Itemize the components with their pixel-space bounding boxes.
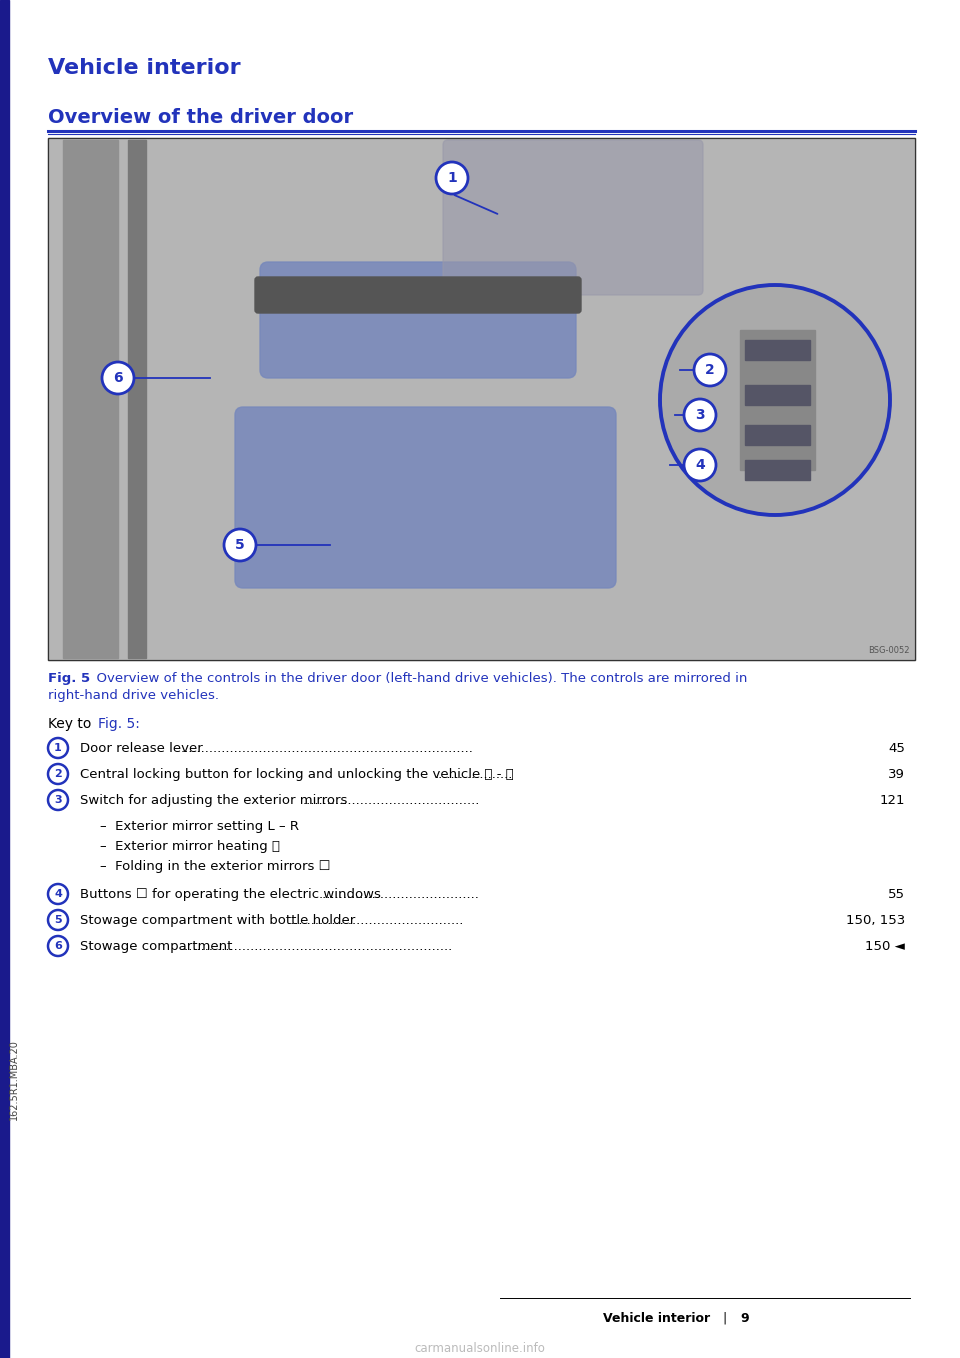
Text: Stowage compartment: Stowage compartment [80,940,232,953]
Text: 2: 2 [54,769,61,779]
Text: 3: 3 [54,794,61,805]
Text: 55: 55 [888,888,905,900]
FancyBboxPatch shape [235,407,616,588]
Text: Switch for adjusting the exterior mirrors: Switch for adjusting the exterior mirror… [80,794,351,807]
Bar [0,0,9,1358]
Text: 1: 1 [54,743,61,752]
Bar [745,425,810,445]
Text: –  Folding in the exterior mirrors ☐: – Folding in the exterior mirrors ☐ [100,860,330,873]
Text: Vehicle interior: Vehicle interior [48,58,241,77]
Circle shape [684,399,716,430]
Text: 4: 4 [695,458,705,473]
Text: carmanualsonline.info: carmanualsonline.info [415,1342,545,1355]
Text: 2: 2 [706,363,715,378]
Text: Overview of the driver door: Overview of the driver door [48,109,353,128]
Text: ...........................................: ........................................… [302,794,480,807]
Bar [745,386,810,405]
Text: Key to: Key to [48,717,96,731]
Bar [48,139,915,660]
FancyBboxPatch shape [443,140,703,295]
Text: .......................................................................: ........................................… [180,741,473,755]
Circle shape [48,936,68,956]
Text: 5: 5 [54,915,61,925]
Bar [50,140,913,659]
Text: ..................................................................: ........................................… [180,940,453,953]
Circle shape [684,449,716,481]
Text: Stowage compartment with bottle holder: Stowage compartment with bottle holder [80,914,359,928]
Bar [745,460,810,479]
Text: .......................................: ....................................... [319,888,479,900]
Circle shape [436,162,468,194]
Text: –  Exterior mirror setting L – R: – Exterior mirror setting L – R [100,820,299,832]
Text: ...........................................: ........................................… [287,914,464,928]
Circle shape [660,285,890,515]
Text: 3: 3 [695,407,705,422]
Text: 6: 6 [54,941,62,951]
Bar [128,140,146,659]
Text: |: | [715,1312,728,1325]
Text: 162.5R1.MBA.20: 162.5R1.MBA.20 [9,1040,19,1120]
Circle shape [694,354,726,386]
Text: right-hand drive vehicles.: right-hand drive vehicles. [48,689,219,702]
Bar [745,340,810,360]
Circle shape [102,363,134,394]
FancyBboxPatch shape [260,262,576,378]
Circle shape [48,765,68,784]
Text: –  Exterior mirror heating Ⓢ: – Exterior mirror heating Ⓢ [100,841,280,853]
Text: 1: 1 [447,171,457,185]
Text: Central locking button for locking and unlocking the vehicle ⚿ - ⚿: Central locking button for locking and u… [80,769,518,781]
Text: 9: 9 [740,1312,749,1325]
Text: 4: 4 [54,889,62,899]
Text: 6: 6 [113,371,123,386]
Text: ...................: ................... [435,769,514,781]
Bar [740,330,815,470]
Text: Door release lever: Door release lever [80,741,207,755]
Text: 45: 45 [888,741,905,755]
Text: Buttons ☐ for operating the electric windows: Buttons ☐ for operating the electric win… [80,888,385,900]
Circle shape [48,790,68,809]
Text: 150, 153: 150, 153 [846,914,905,928]
Text: 39: 39 [888,769,905,781]
Circle shape [48,910,68,930]
Text: 5: 5 [235,538,245,551]
Circle shape [48,737,68,758]
Text: 121: 121 [879,794,905,807]
Text: Fig. 5:: Fig. 5: [98,717,140,731]
Text: 150 ◄: 150 ◄ [865,940,905,953]
Text: Vehicle interior: Vehicle interior [603,1312,710,1325]
Circle shape [48,884,68,904]
FancyBboxPatch shape [255,277,581,312]
Text: BSG-0052: BSG-0052 [869,646,910,655]
Circle shape [224,530,256,561]
Bar [63,140,118,659]
Text: Overview of the controls in the driver door (left-hand drive vehicles). The cont: Overview of the controls in the driver d… [88,672,748,684]
Bar [48,139,915,660]
Text: Fig. 5: Fig. 5 [48,672,90,684]
